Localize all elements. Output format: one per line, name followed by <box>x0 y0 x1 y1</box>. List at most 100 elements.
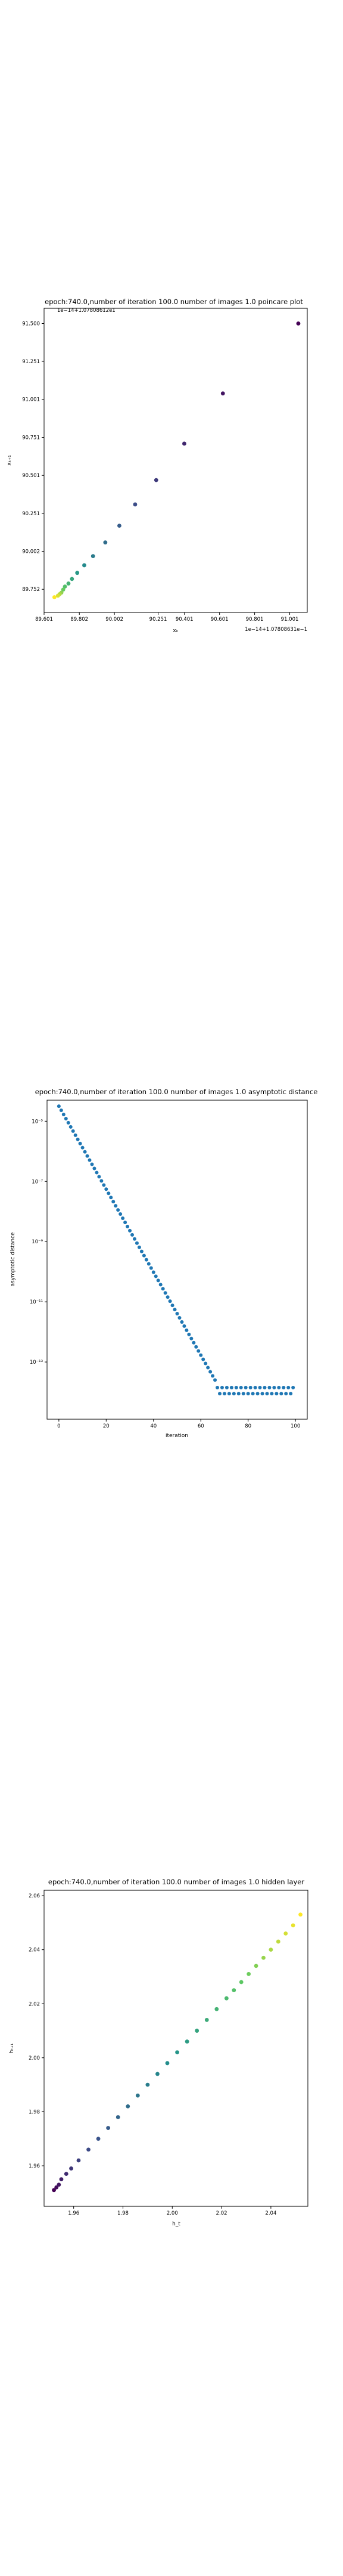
asymptotic-distance-chart: epoch:740.0,number of iteration 100.0 nu… <box>10 1088 318 1439</box>
x-axis-label: iteration <box>166 1433 188 1439</box>
y-tick-label: 10⁻⁵ <box>32 1119 43 1125</box>
chart-title: epoch:740.0,number of iteration 100.0 nu… <box>35 1088 318 1096</box>
data-point <box>96 2137 101 2141</box>
data-point <box>258 1386 262 1390</box>
data-point <box>52 595 57 599</box>
x-tick-label: 20 <box>103 1423 110 1429</box>
data-point <box>166 1295 170 1299</box>
data-point <box>161 1287 165 1291</box>
data-point <box>175 1312 179 1316</box>
data-point <box>204 2018 209 2022</box>
data-point <box>208 1370 213 1374</box>
data-point <box>182 1324 186 1328</box>
y-tick-label: 89.752 <box>22 587 40 593</box>
x-tick-label: 91.001 <box>281 617 299 623</box>
data-point <box>182 441 186 446</box>
x-axis-ticks: 0 20 40 60 80 100 <box>57 1419 300 1429</box>
data-point <box>213 1378 217 1382</box>
data-point <box>216 1386 220 1390</box>
data-point <box>70 577 74 581</box>
data-point <box>254 1964 258 1968</box>
data-point <box>90 1162 94 1166</box>
data-point <box>279 1392 283 1396</box>
y-tick-label: 90.501 <box>22 473 40 479</box>
data-point <box>255 1392 260 1396</box>
x-tick-label: 2.04 <box>265 2210 276 2216</box>
data-point <box>269 1948 273 1952</box>
data-point <box>130 1233 135 1237</box>
data-point <box>66 581 71 586</box>
data-point <box>142 1253 146 1258</box>
data-point <box>163 1291 167 1295</box>
data-point <box>296 321 301 326</box>
data-point <box>218 1392 222 1396</box>
data-point <box>64 1116 68 1120</box>
data-point <box>139 1249 144 1253</box>
x-tick-label: 1.96 <box>68 2210 79 2216</box>
data-point <box>298 1912 303 1917</box>
data-point <box>73 1133 77 1137</box>
x-axis-label: h_t <box>172 2221 180 2227</box>
data-point <box>64 2172 68 2176</box>
data-point <box>206 1366 210 1370</box>
x-axis-ticks: 89.601 89.802 90.002 90.251 90.401 90.601 90.8… <box>35 612 298 623</box>
x-tick-label: 80 <box>245 1423 251 1429</box>
data-point <box>239 1386 243 1390</box>
x-tick-label: 2.02 <box>216 2210 227 2216</box>
data-point <box>253 1386 257 1390</box>
y-axis-ticks: 2.06 2.04 2.02 2.00 1.98 1.96 <box>29 1893 44 2169</box>
data-point <box>236 1392 241 1396</box>
data-point <box>229 1386 233 1390</box>
data-point <box>154 478 158 482</box>
data-point <box>270 1392 274 1396</box>
data-point <box>121 1216 125 1220</box>
y-tick-label: 2.00 <box>29 2055 40 2061</box>
y-axis-ticks: 91.500 91.251 91.001 90.751 90.501 90.251 90.0… <box>22 321 44 593</box>
data-point <box>158 1283 163 1287</box>
x-axis-ticks: 1.96 1.98 2.00 2.02 2.04 <box>68 2206 276 2216</box>
data-point <box>248 1386 252 1390</box>
data-point <box>291 1386 295 1390</box>
y-tick-label: 10⁻¹³ <box>30 1360 43 1366</box>
data-point <box>277 1386 281 1390</box>
data-point <box>227 1392 231 1396</box>
y-tick-label: 10⁻⁷ <box>32 1179 43 1185</box>
data-point <box>99 1179 104 1183</box>
data-point <box>126 1224 130 1228</box>
data-point <box>156 1278 160 1283</box>
data-point <box>54 2185 59 2190</box>
x-tick-label: 90.601 <box>211 617 229 623</box>
y-tick-label: 2.04 <box>29 1948 40 1953</box>
data-point <box>132 1237 136 1241</box>
data-point <box>234 1386 238 1390</box>
x-tick-label: 90.002 <box>105 617 123 623</box>
data-point <box>63 584 67 589</box>
y-axis-ticks: 10⁻⁵ 10⁻⁷ 10⁻⁹ 10⁻¹¹ 10⁻¹³ <box>30 1119 47 1366</box>
data-point <box>197 1349 201 1353</box>
data-point <box>222 1392 226 1396</box>
x-tick-label: 40 <box>150 1423 157 1429</box>
data-point <box>251 1392 255 1396</box>
data-point <box>92 1166 96 1171</box>
data-point <box>194 1345 198 1349</box>
x-tick-label: 89.601 <box>35 617 53 623</box>
y-tick-label: 2.06 <box>29 1893 40 1899</box>
data-point <box>103 540 108 545</box>
data-point <box>224 1996 229 2001</box>
data-point <box>85 1154 89 1158</box>
data-point <box>173 1308 177 1312</box>
data-point <box>116 1208 120 1212</box>
data-point <box>57 2182 61 2187</box>
data-point <box>119 1212 123 1216</box>
data-point <box>107 1191 111 1196</box>
data-point <box>144 1258 148 1262</box>
data-point <box>117 524 121 528</box>
data-point <box>170 1304 174 1308</box>
x-axis-label: xₖ <box>173 628 178 634</box>
data-point <box>282 1386 286 1390</box>
plot-area <box>43 1890 308 2207</box>
data-point <box>201 1357 205 1361</box>
series-points <box>57 1104 295 1396</box>
data-point <box>71 1129 75 1133</box>
y-tick-label: 10⁻¹¹ <box>30 1299 43 1305</box>
